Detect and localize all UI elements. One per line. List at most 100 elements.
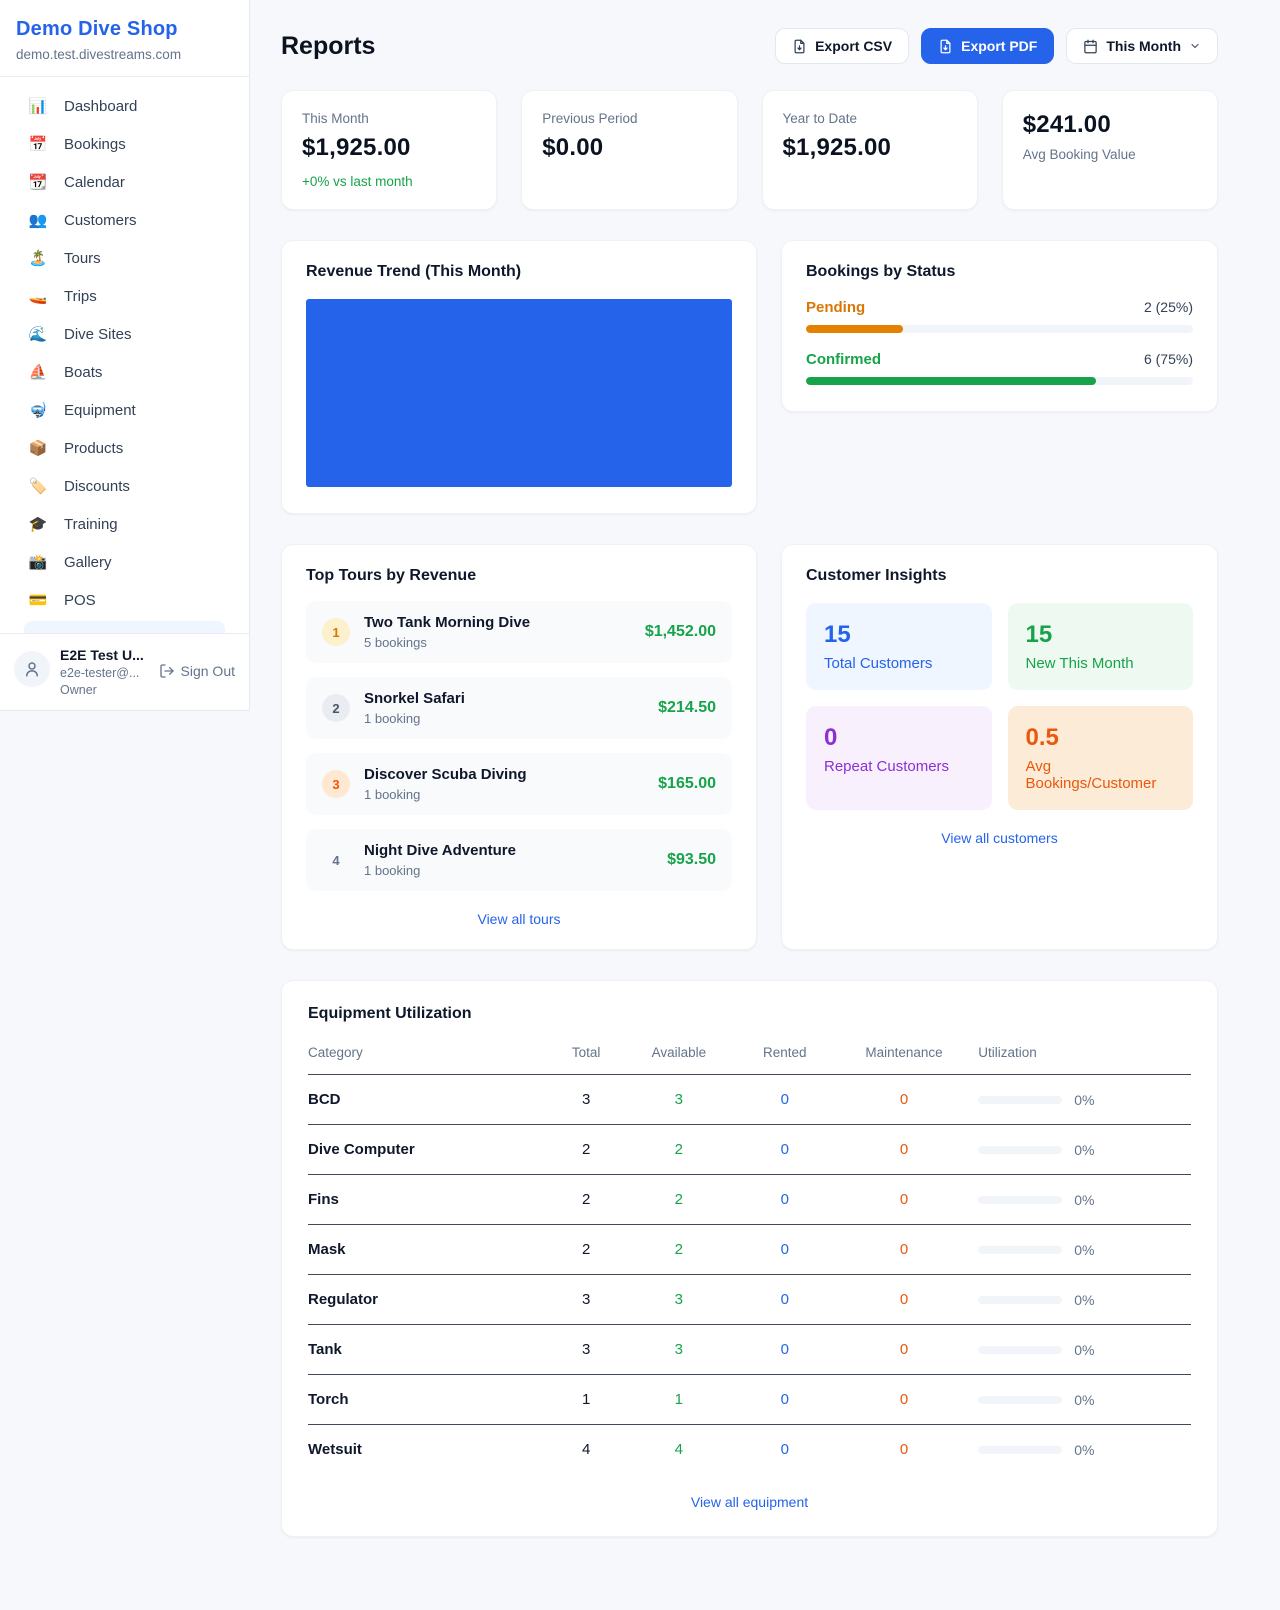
row-revenue-status: Revenue Trend (This Month) Bookings by S… (281, 240, 1218, 514)
bookings-calendar-icon: 📅 (28, 136, 48, 153)
table-row: Torch 1 1 0 0 0% (308, 1374, 1191, 1425)
stat-value: $1,925.00 (782, 134, 892, 161)
tile-value: 15 (824, 621, 851, 648)
sidebar-item-reports-partial[interactable] (24, 621, 225, 633)
sidebar-item-label: POS (64, 591, 96, 609)
equipment-total: 2 (546, 1224, 626, 1275)
dashboard-icon: 📊 (28, 98, 48, 115)
sidebar-item-boats[interactable]: ⛵ Boats (12, 353, 237, 391)
sign-out-button[interactable]: Sign Out (159, 663, 235, 679)
tile-label: New This Month (1025, 655, 1134, 672)
sidebar-item-calendar[interactable]: 📆 Calendar (12, 163, 237, 201)
equipment-total: 2 (546, 1174, 626, 1225)
sidebar-item-trips[interactable]: 🚤 Trips (12, 277, 237, 315)
equipment-maintenance: 0 (837, 1374, 971, 1425)
equipment-available: 3 (625, 1274, 732, 1325)
row-tours-insights: Top Tours by Revenue 1 Two Tank Morning … (281, 544, 1218, 950)
utilization-percent: 0% (1074, 1191, 1095, 1208)
tile-label: Avg Bookings/Customer (1025, 758, 1157, 792)
view-all-tours-link[interactable]: View all tours (477, 911, 561, 927)
sidebar-item-gallery[interactable]: 📸 Gallery (12, 543, 237, 581)
customers-icon: 👥 (28, 212, 48, 229)
equipment-maintenance: 0 (837, 1174, 971, 1225)
table-row: Tank 3 3 0 0 0% (308, 1324, 1191, 1375)
equipment-maintenance: 0 (837, 1324, 971, 1375)
tile-label: Repeat Customers (824, 758, 950, 775)
chevron-down-icon (1191, 43, 1199, 49)
sidebar-item-customers[interactable]: 👥 Customers (12, 201, 237, 239)
equipment-available: 2 (625, 1174, 732, 1225)
user-email: e2e-tester@... (60, 666, 140, 680)
rank-badge: 4 (332, 852, 340, 868)
tour-amount: $165.00 (658, 775, 716, 792)
view-all-customers-link[interactable]: View all customers (941, 830, 1058, 846)
sidebar-item-label: Training (64, 515, 118, 533)
sidebar-item-products[interactable]: 📦 Products (12, 429, 237, 467)
equipment-total: 2 (546, 1124, 626, 1175)
export-pdf-button[interactable]: Export PDF (921, 28, 1055, 64)
tour-amount: $214.50 (658, 699, 716, 716)
sidebar-item-label: Customers (64, 211, 137, 229)
shop-name: Demo Dive Shop (16, 18, 178, 40)
sidebar-item-pos[interactable]: 💳 POS (12, 581, 237, 619)
pending-label: Pending (806, 299, 866, 316)
stat-year-to-date: Year to Date $1,925.00 (761, 90, 978, 210)
col-utilization: Utilization (970, 1035, 1191, 1075)
col-category: Category (308, 1035, 547, 1075)
rank-badge: 3 (322, 770, 350, 798)
utilization-percent: 0% (1074, 1341, 1095, 1358)
calendar-icon: 📆 (28, 174, 48, 191)
stat-label: Year to Date (782, 111, 858, 126)
export-csv-button[interactable]: Export CSV (775, 28, 910, 64)
col-total: Total (546, 1035, 626, 1075)
bookings-by-status-card: Bookings by Status Pending 2 (25%) Confi… (781, 240, 1218, 412)
sidebar-item-dive-sites[interactable]: 🌊 Dive Sites (12, 315, 237, 353)
tour-bookings: 1 booking (364, 711, 421, 726)
graduation-cap-icon: 🎓 (28, 516, 48, 533)
stat-label: This Month (302, 111, 369, 126)
avatar (14, 651, 50, 687)
sidebar-item-discounts[interactable]: 🏷️ Discounts (12, 467, 237, 505)
table-row: Wetsuit 4 4 0 0 0% (308, 1425, 1191, 1475)
tile-value: 0 (824, 724, 838, 751)
sidebar-item-bookings[interactable]: 📅 Bookings (12, 125, 237, 163)
equipment-maintenance: 0 (837, 1074, 971, 1125)
tour-row: 4 Night Dive Adventure 1 booking $93.50 (306, 829, 732, 891)
tile-total-customers: 15 Total Customers (806, 603, 992, 690)
sidebar-item-dashboard[interactable]: 📊 Dashboard (12, 87, 237, 125)
equipment-rented: 0 (731, 1074, 838, 1125)
tour-name: Night Dive Adventure (364, 842, 516, 859)
sidebar-item-tours[interactable]: 🏝️ Tours (12, 239, 237, 277)
view-all-equipment-link[interactable]: View all equipment (690, 1494, 809, 1510)
period-label: This Month (1106, 38, 1181, 54)
equipment-category: Torch (308, 1374, 547, 1425)
confirmed-value: 6 (75%) (1143, 351, 1193, 367)
sidebar-item-label: Bookings (64, 135, 126, 153)
equipment-category: Regulator (308, 1274, 547, 1325)
sidebar-item-label: Dive Sites (64, 325, 132, 343)
confirmed-progress-fill (806, 377, 1097, 385)
tile-repeat-customers: 0 Repeat Customers (806, 706, 992, 810)
utilization-bar (978, 1195, 1063, 1204)
sidebar-item-label: Tours (64, 249, 101, 267)
stat-avg-booking-value: $241.00 Avg Booking Value (1001, 90, 1218, 210)
credit-card-icon: 💳 (28, 592, 48, 609)
sidebar-item-equipment[interactable]: 🤿 Equipment (12, 391, 237, 429)
equipment-total: 1 (546, 1374, 626, 1425)
revenue-trend-title: Revenue Trend (This Month) (306, 263, 522, 280)
sidebar-nav: 📊 Dashboard 📅 Bookings 📆 Calendar 👥 Customer… (0, 77, 249, 633)
equipment-maintenance: 0 (837, 1224, 971, 1275)
status-row-pending: Pending 2 (25%) (806, 299, 1193, 333)
top-tours-card: Top Tours by Revenue 1 Two Tank Morning … (281, 544, 757, 950)
utilization-bar (978, 1445, 1063, 1454)
user-name: E2E Test U... (60, 647, 144, 663)
sidebar-item-training[interactable]: 🎓 Training (12, 505, 237, 543)
table-row: Fins 2 2 0 0 0% (308, 1174, 1191, 1225)
tour-name: Two Tank Morning Dive (364, 614, 531, 631)
equipment-category: Fins (308, 1174, 547, 1225)
shop-domain: demo.test.divestreams.com (16, 47, 182, 62)
period-dropdown[interactable]: This Month (1066, 28, 1218, 64)
utilization-bar (978, 1295, 1063, 1304)
tile-value: 0.5 (1025, 724, 1059, 751)
rank-badge: 2 (322, 694, 350, 722)
